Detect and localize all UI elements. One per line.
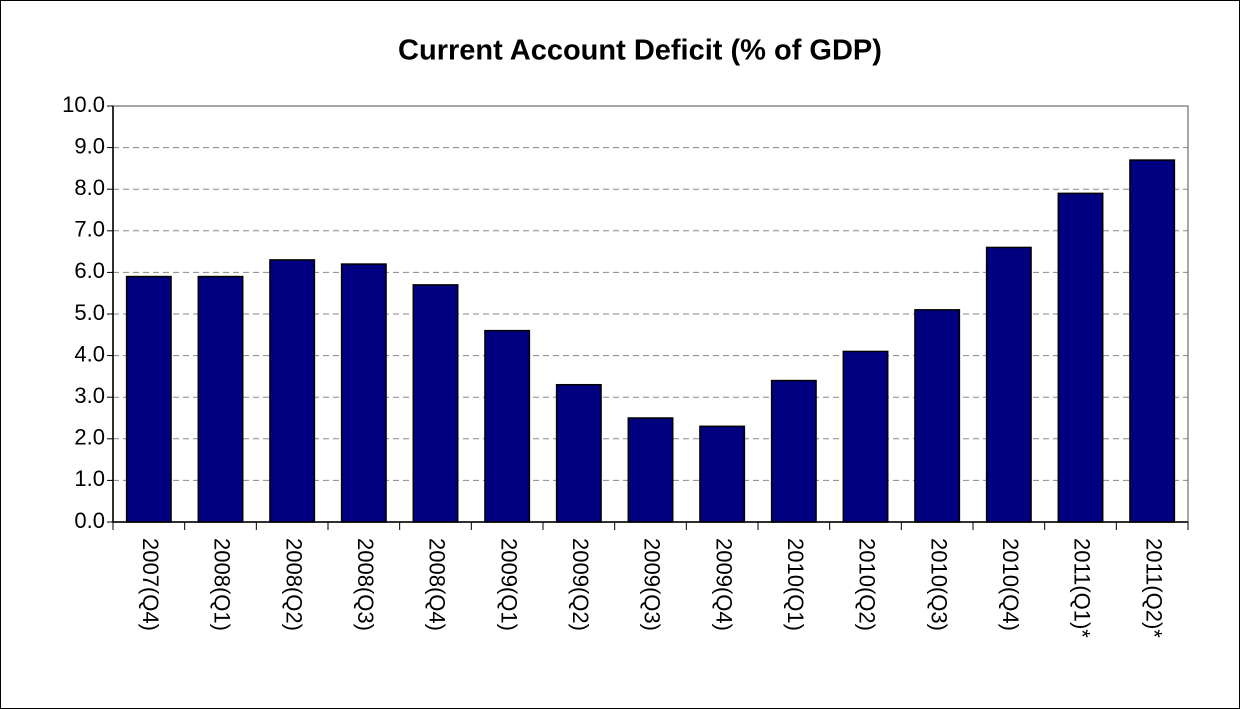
bar [412,284,459,523]
bar [770,379,817,523]
x-tick-label: 2009(Q1) [496,538,521,631]
y-tick-label: 5.0 [74,300,105,325]
y-tick-label: 8.0 [74,175,105,200]
x-tick-label: 2009(Q2) [568,538,593,631]
y-tick-label: 6.0 [74,258,105,283]
x-tick-label: 2010(Q2) [855,538,880,631]
bar [699,425,746,523]
x-tick-label: 2010(Q3) [926,538,951,631]
bar [842,350,889,523]
y-tick-label: 9.0 [74,133,105,158]
y-tick-label: 2.0 [74,425,105,450]
bar [197,275,244,523]
x-tick-label: 2011(Q1)* [1070,538,1095,638]
x-tick-label: 2008(Q4) [425,538,450,631]
bar [555,383,602,523]
x-tick-label: 2007(Q4) [138,538,163,631]
bar [985,246,1032,523]
x-tick-label: 2008(Q2) [281,538,306,631]
x-tick-label: 2011(Q2)* [1141,538,1166,638]
x-tick-label: 2008(Q3) [353,538,378,631]
bar [627,417,674,523]
x-tick-label: 2008(Q1) [210,538,235,631]
x-tick-label: 2009(Q3) [640,538,665,631]
y-tick-label: 4.0 [74,341,105,366]
bar [914,309,961,523]
y-tick-label: 3.0 [74,383,105,408]
bar [1057,192,1104,523]
bar [340,263,387,523]
chart-title: Current Account Deficit (% of GDP) [398,35,882,67]
x-tick-label: 2010(Q1) [783,538,808,631]
bar [125,275,172,523]
x-tick-label: 2009(Q4) [711,538,736,631]
x-tick-label: 2010(Q4) [998,538,1023,631]
y-tick-label: 1.0 [74,466,105,491]
y-tick-label: 7.0 [74,217,105,242]
bar [269,259,316,523]
y-tick-label: 10.0 [62,92,105,117]
bar [484,329,531,523]
y-tick-label: 0.0 [74,508,105,533]
bar [1129,159,1176,523]
